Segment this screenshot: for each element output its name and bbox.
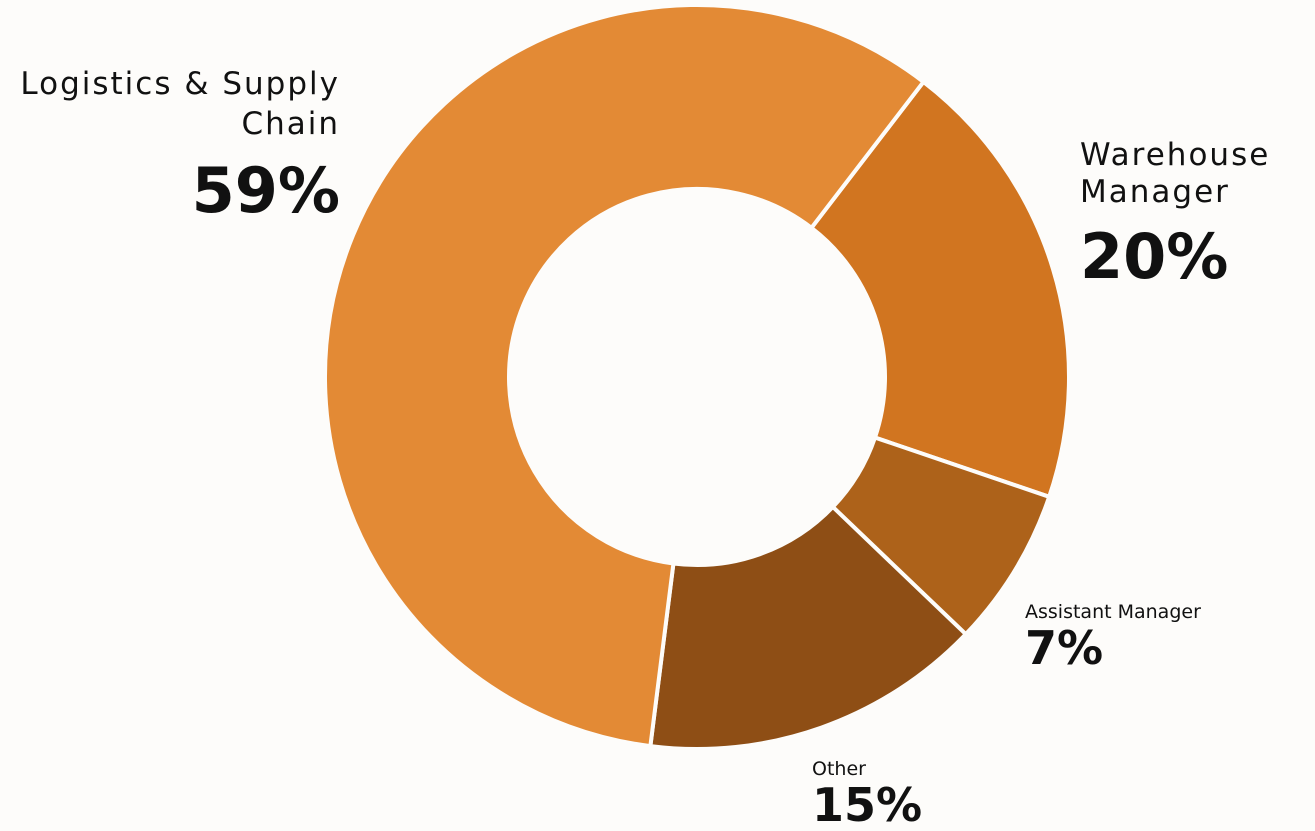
labels-layer: Logistics & Supply Chain 59% WarehouseManag… xyxy=(20,66,1270,831)
slice-category-label: Other xyxy=(812,758,866,780)
slice-category-label: Chain xyxy=(241,106,340,142)
donut-slice-other xyxy=(648,504,969,751)
donut-slice-warehouse-manager xyxy=(808,79,1071,500)
slice-category-label: Warehouse xyxy=(1080,137,1270,173)
donut-slice-logistics-supply-chain xyxy=(323,3,927,749)
slice-percent-label: 15% xyxy=(812,778,922,831)
slice-percent-label: 59% xyxy=(192,154,340,227)
slice-category-label: Manager xyxy=(1080,174,1230,210)
slices-layer xyxy=(323,3,1071,751)
slice-label-group: Logistics & Supply Chain 59% xyxy=(20,66,340,227)
slice-category-label: Logistics & Supply xyxy=(20,66,340,102)
slice-percent-label: 7% xyxy=(1025,621,1103,675)
slice-category-label: Assistant Manager xyxy=(1025,601,1201,623)
slice-percent-label: 20% xyxy=(1080,220,1228,293)
